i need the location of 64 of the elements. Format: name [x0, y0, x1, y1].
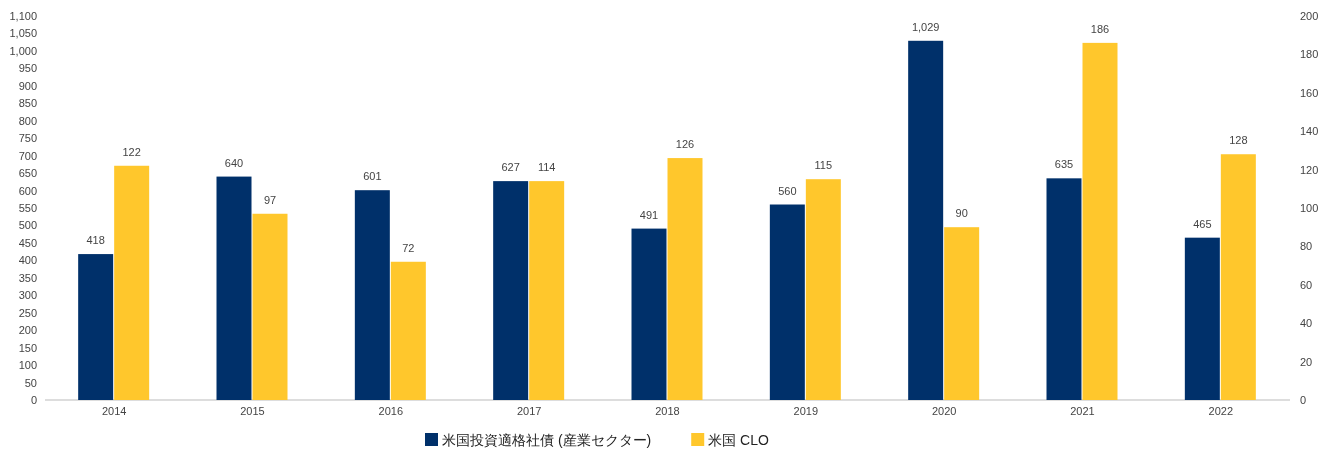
x-tick-label: 2019: [793, 405, 819, 417]
legend-label: 米国投資適格社債 (産業セクター): [442, 432, 652, 448]
bar: [908, 40, 944, 400]
y-tick-label: 0: [30, 394, 37, 406]
data-label: 1,029: [911, 20, 940, 33]
data-label: 72: [402, 241, 415, 254]
data-label: 491: [639, 208, 659, 221]
y-tick-label: 950: [18, 62, 37, 75]
data-label: 635: [1054, 158, 1074, 171]
y-tick-label: 700: [18, 149, 37, 162]
x-tick-label: 2014: [101, 405, 127, 417]
y-tick-label: 450: [18, 236, 37, 249]
y2-tick-label: 80: [1300, 240, 1313, 253]
y2-tick-label: 40: [1300, 317, 1313, 330]
y-tick-label: 100: [18, 359, 37, 372]
data-label: 601: [363, 170, 382, 183]
y-tick-label: 1,050: [9, 27, 37, 40]
data-label: 560: [778, 184, 797, 197]
y-tick-label: 400: [18, 254, 37, 267]
x-tick-label: 2016: [378, 405, 404, 417]
y-tick-label: 200: [18, 324, 37, 337]
x-tick-label: 2021: [1070, 405, 1095, 417]
data-label: 465: [1193, 217, 1212, 230]
x-tick-label: 2020: [931, 405, 957, 417]
y-tick-label: 750: [18, 132, 37, 145]
data-label: 114: [537, 161, 556, 174]
x-tick-label: 2022: [1208, 405, 1234, 417]
y-tick-label: 550: [18, 202, 37, 214]
y2-tick-label: 60: [1300, 278, 1313, 291]
x-tick-label: 2018: [655, 405, 680, 417]
data-label: 627: [501, 161, 520, 174]
data-label: 115: [814, 159, 833, 172]
y2-tick-label: 100: [1300, 202, 1319, 214]
y-tick-label: 900: [18, 79, 37, 92]
y2-tick-label: 200: [1300, 10, 1319, 22]
y2-tick-label: 20: [1300, 355, 1313, 368]
y2-tick-label: 0: [1300, 394, 1307, 406]
y2-tick-label: 180: [1300, 48, 1319, 61]
data-label: 128: [1229, 134, 1248, 147]
data-label: 97: [263, 193, 277, 206]
y-tick-label: 1,000: [9, 44, 37, 57]
y-tick-label: 150: [18, 341, 37, 354]
y2-tick-label: 120: [1300, 163, 1319, 176]
y2-tick-label: 140: [1300, 125, 1319, 138]
data-label: 186: [1090, 22, 1110, 35]
y-tick-label: 500: [18, 219, 37, 232]
y2-tick-label: 160: [1300, 86, 1319, 99]
data-label: 418: [86, 234, 105, 247]
data-label: 640: [224, 156, 244, 169]
legend-label: 米国 CLO: [708, 432, 769, 448]
y-tick-label: 50: [24, 376, 37, 389]
y-tick-label: 350: [18, 271, 37, 284]
data-label: 90: [955, 207, 968, 220]
y-tick-label: 850: [18, 97, 37, 110]
x-tick-label: 2017: [516, 405, 542, 417]
y-tick-label: 1,100: [9, 10, 37, 22]
y-tick-label: 250: [18, 306, 37, 319]
y-tick-label: 800: [18, 114, 37, 127]
x-tick-label: 2015: [240, 405, 265, 417]
y-tick-label: 300: [18, 289, 37, 302]
data-label: 122: [122, 145, 141, 158]
y-tick-label: 600: [18, 184, 37, 197]
data-label: 126: [675, 138, 695, 151]
y-tick-label: 650: [18, 167, 37, 180]
